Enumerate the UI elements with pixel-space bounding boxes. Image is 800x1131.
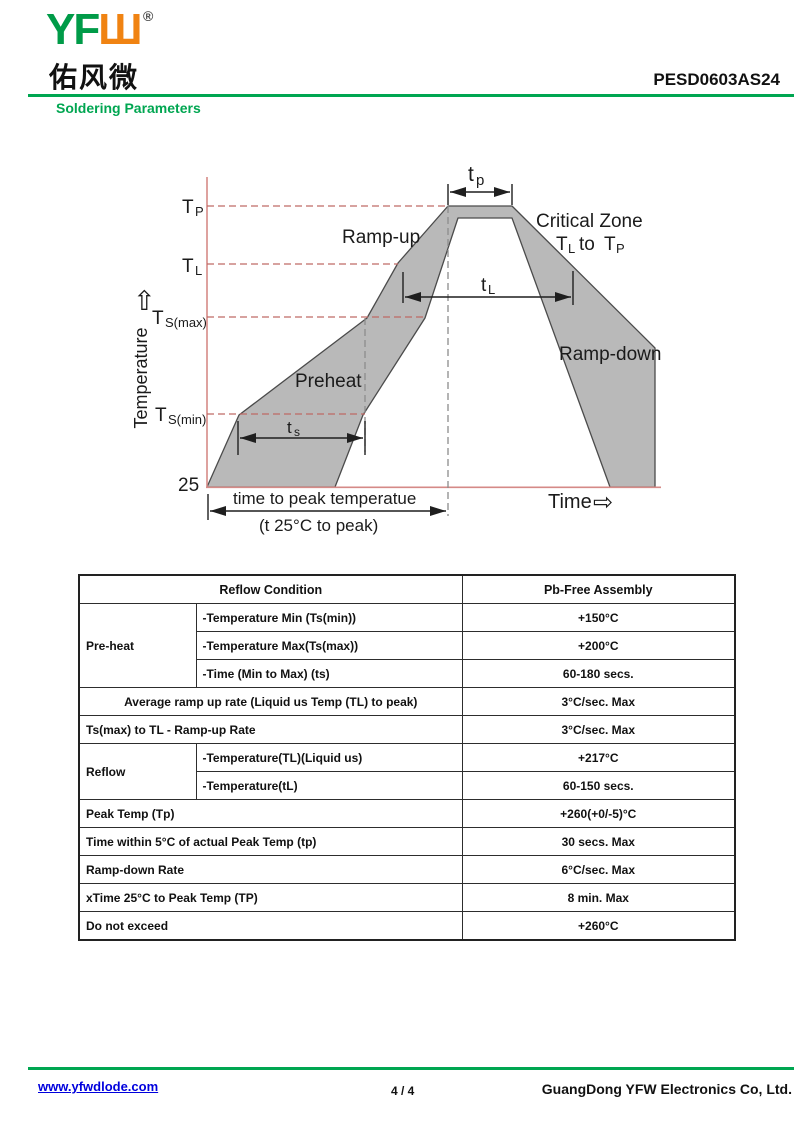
tsmax-axis-label: T <box>152 308 164 329</box>
tp-time-label: t <box>468 163 474 186</box>
ramp-down-label: Ramp-down <box>559 344 661 365</box>
page-number: 4 / 4 <box>391 1084 415 1098</box>
condition-cell: Ramp-down Rate <box>78 855 463 884</box>
group-label-preheat: Pre-heat <box>78 603 197 688</box>
website-link[interactable]: www.yfwdlode.com <box>38 1079 159 1094</box>
condition-cell: xTime 25°C to Peak Temp (TP) <box>78 883 463 912</box>
critical-zone-s2: P <box>616 241 625 256</box>
up-arrow-icon: ⇧ <box>133 286 156 316</box>
value-cell: 3°C/sec. Max <box>461 715 736 744</box>
ramp-up-label: Ramp-up <box>342 227 420 248</box>
condition-cell: Average ramp up rate (Liquid us Temp (TL… <box>78 687 463 716</box>
table-row: Ramp-down Rate 6°C/sec. Max <box>78 855 736 884</box>
tp-axis-label: T <box>182 197 194 218</box>
table-row: -Temperature Max(Ts(max)) +200°C <box>79 631 736 660</box>
reflow-condition-table: Reflow Condition Pb-Free Assembly Pre-he… <box>78 574 737 941</box>
tp-axis-sub: P <box>195 204 204 219</box>
condition-cell: Do not exceed <box>78 911 463 941</box>
value-cell: +217°C <box>461 743 736 772</box>
value-cell: 3°C/sec. Max <box>461 687 736 716</box>
value-cell: +260(+0/-5)°C <box>461 799 736 828</box>
y-axis-title: Temperature <box>131 327 151 428</box>
condition-cell: Time within 5°C of actual Peak Temp (tp) <box>78 827 463 856</box>
table-row: Average ramp up rate (Liquid us Temp (TL… <box>78 687 736 716</box>
company-name: GuangDong YFW Electronics Co, Ltd. <box>541 1081 792 1097</box>
reflow-profile-chart: T P T L T S(max) T S(min) 25 Temperature… <box>131 163 661 535</box>
condition-cell: Peak Temp (Tp) <box>78 799 463 828</box>
ts-time-label: t <box>287 418 292 437</box>
value-cell: +260°C <box>461 911 736 941</box>
critical-zone-t2: T <box>604 234 616 255</box>
value-cell: 60-150 secs. <box>461 771 736 800</box>
table-row: xTime 25°C to Peak Temp (TP) 8 min. Max <box>78 883 736 912</box>
dimension-arrows <box>207 184 574 520</box>
table-row: Pre-heat -Temperature Min (Ts(min)) +150… <box>78 603 736 688</box>
condition-cell: -Temperature(tL) <box>195 771 463 800</box>
tl-axis-sub: L <box>195 263 202 278</box>
header-divider <box>28 94 794 97</box>
col-header-pbfree-assembly: Pb-Free Assembly <box>461 574 736 604</box>
registered-trademark-icon: ® <box>143 8 154 24</box>
preheat-label: Preheat <box>295 371 362 392</box>
condition-cell: -Temperature Min (Ts(min)) <box>195 603 463 632</box>
table-row: Ts(max) to TL - Ramp-up Rate 3°C/sec. Ma… <box>78 715 736 744</box>
critical-zone-t1: T <box>556 234 568 255</box>
col-header-reflow-condition: Reflow Condition <box>78 574 463 604</box>
value-cell: 30 secs. Max <box>461 827 736 856</box>
value-cell: 6°C/sec. Max <box>461 855 736 884</box>
condition-cell: -Temperature Max(Ts(max)) <box>195 631 463 660</box>
time-to-peak-sublabel: (t 25°C to peak) <box>259 516 378 535</box>
group-label-reflow: Reflow <box>78 743 197 800</box>
value-cell: 60-180 secs. <box>461 659 736 688</box>
table-header-row: Reflow Condition Pb-Free Assembly <box>78 574 736 604</box>
tl-axis-label: T <box>182 256 194 277</box>
origin-label: 25 <box>178 475 199 496</box>
section-title: Soldering Parameters <box>56 100 201 116</box>
critical-zone-s1: L <box>568 241 575 256</box>
time-to-peak-label: time to peak temperatue <box>233 489 416 508</box>
tsmin-axis-label: T <box>155 405 167 426</box>
tl-time-sub: L <box>488 282 495 297</box>
footer-divider <box>28 1067 794 1070</box>
tl-time-label: t <box>481 275 487 296</box>
logo-yf-text: YF <box>46 5 100 54</box>
x-axis-title: Time <box>548 491 592 513</box>
ts-time-sub: s <box>294 425 300 439</box>
critical-zone-label: Critical Zone <box>536 211 643 232</box>
tsmax-axis-sub: S(max) <box>165 315 207 330</box>
condition-cell: -Temperature(TL)(Liquid us) <box>195 743 463 772</box>
right-arrow-icon: ⇨ <box>593 489 613 516</box>
value-cell: +150°C <box>461 603 736 632</box>
logo-w-mark: Ш <box>98 5 142 54</box>
table-row: Reflow -Temperature(TL)(Liquid us) +217°… <box>78 743 736 800</box>
condition-cell: -Time (Min to Max) (ts) <box>195 659 463 688</box>
tsmin-axis-sub: S(min) <box>168 412 206 427</box>
value-cell: 8 min. Max <box>461 883 736 912</box>
table-row: Time within 5°C of actual Peak Temp (tp)… <box>78 827 736 856</box>
value-cell: +200°C <box>461 631 736 660</box>
condition-cell: Ts(max) to TL - Ramp-up Rate <box>78 715 463 744</box>
company-logo: YFШ <box>46 5 142 54</box>
tp-time-sub: p <box>476 172 484 189</box>
critical-zone-mid: to <box>579 234 595 255</box>
part-number: PESD0603AS24 <box>653 70 780 89</box>
logo-chinese-name: 佑风微 <box>49 62 140 93</box>
table-row: Peak Temp (Tp) +260(+0/-5)°C <box>78 799 736 828</box>
table-row: Do not exceed +260°C <box>78 911 736 941</box>
